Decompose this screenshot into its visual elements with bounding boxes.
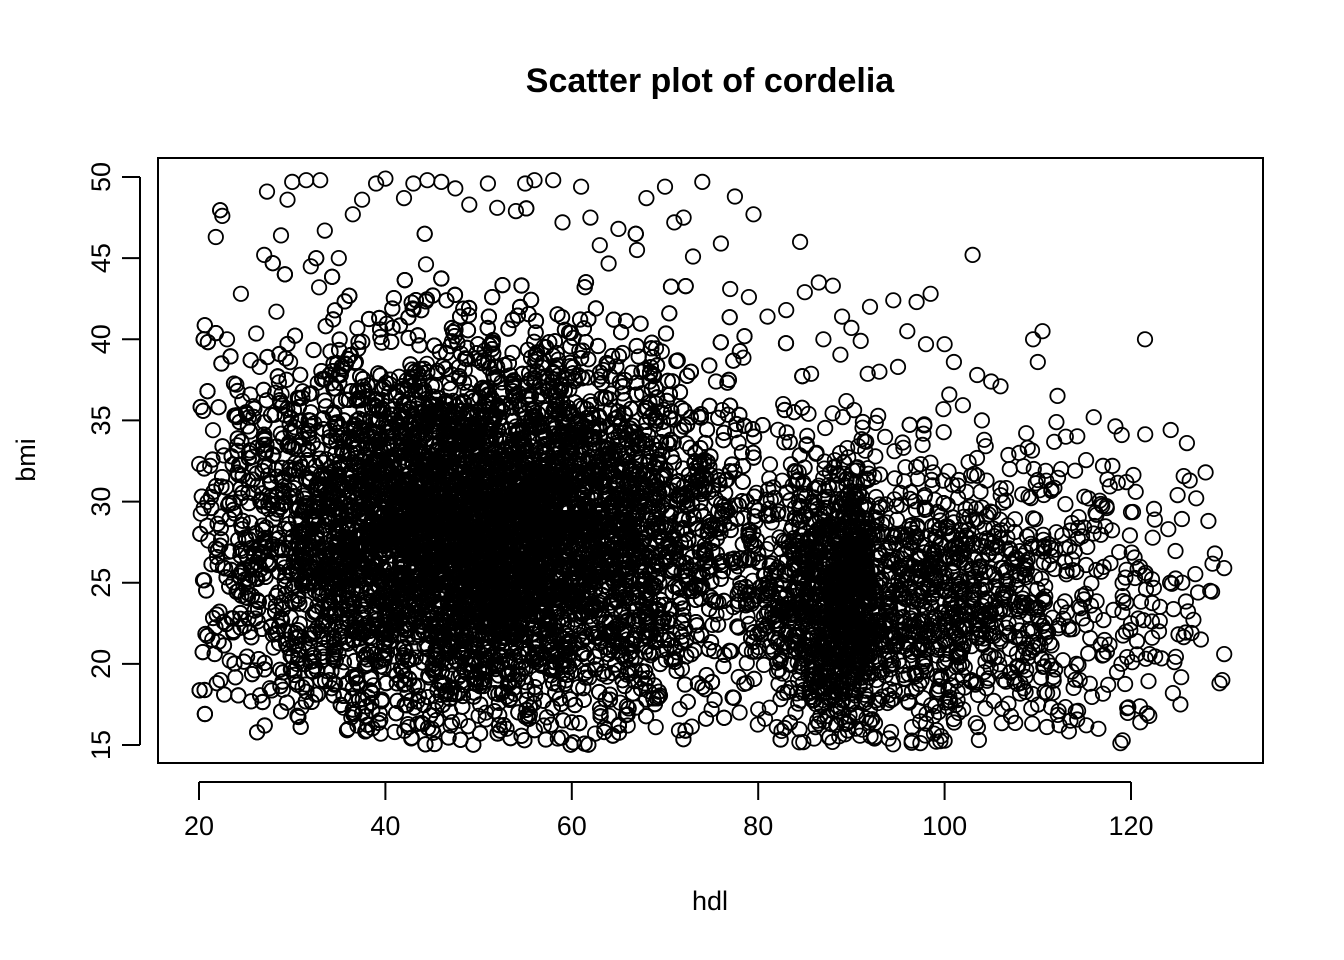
data-point xyxy=(590,371,607,388)
data-point xyxy=(270,374,287,391)
data-point xyxy=(653,343,670,360)
data-point xyxy=(707,373,725,390)
data-point xyxy=(726,422,744,439)
data-point xyxy=(817,419,834,437)
data-point xyxy=(600,255,617,272)
points-layer xyxy=(191,170,1233,753)
data-point xyxy=(704,616,721,634)
plot-box xyxy=(157,157,1264,764)
data-point xyxy=(281,353,299,371)
data-point xyxy=(730,434,747,451)
data-point xyxy=(769,421,787,438)
data-point xyxy=(372,328,389,346)
data-point xyxy=(310,279,328,296)
data-point xyxy=(316,392,333,409)
data-point xyxy=(273,385,290,403)
data-point xyxy=(417,256,435,273)
data-point xyxy=(248,325,265,342)
data-point xyxy=(614,344,631,362)
chart-title: Scatter plot of cordelia xyxy=(526,62,895,100)
data-point xyxy=(678,435,695,452)
